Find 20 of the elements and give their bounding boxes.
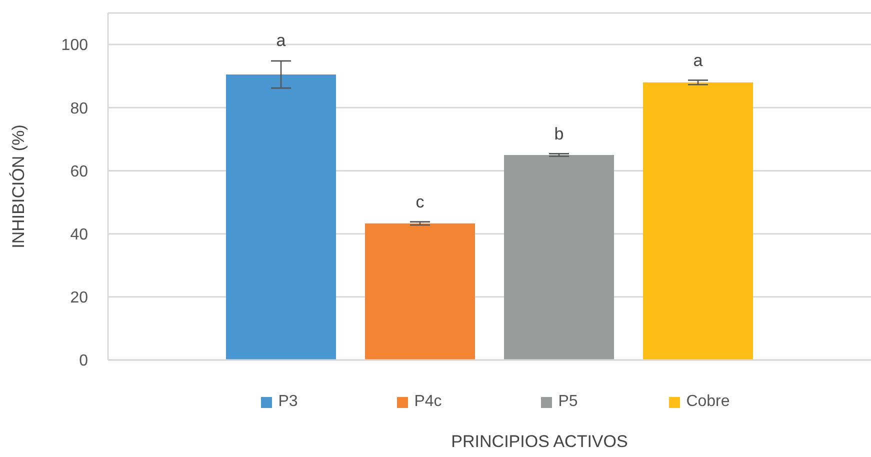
y-tick-label: 80 bbox=[70, 100, 88, 118]
x-axis-title: PRINCIPIOS ACTIVOS bbox=[451, 432, 628, 451]
legend-label: P5 bbox=[557, 393, 579, 411]
y-tick-label: 100 bbox=[61, 37, 88, 54]
annotation: a bbox=[276, 31, 286, 50]
legend-label: P3 bbox=[277, 393, 299, 411]
bar bbox=[504, 154, 614, 360]
bar bbox=[365, 223, 475, 360]
legend-label: P4c bbox=[413, 393, 443, 411]
legend-label: Cobre bbox=[685, 393, 731, 411]
y-tick-label: 60 bbox=[70, 163, 88, 180]
y-tick-label: 0 bbox=[79, 352, 88, 370]
bar bbox=[643, 82, 753, 360]
annotation: c bbox=[416, 192, 425, 212]
y-axis-title: INHIBICIÓN (%) bbox=[9, 124, 28, 248]
y-tick-label: 20 bbox=[70, 290, 88, 307]
y-tick-label: 40 bbox=[70, 226, 88, 244]
annotation: a bbox=[693, 51, 704, 70]
bar bbox=[226, 74, 336, 360]
annotation: b bbox=[554, 124, 564, 144]
